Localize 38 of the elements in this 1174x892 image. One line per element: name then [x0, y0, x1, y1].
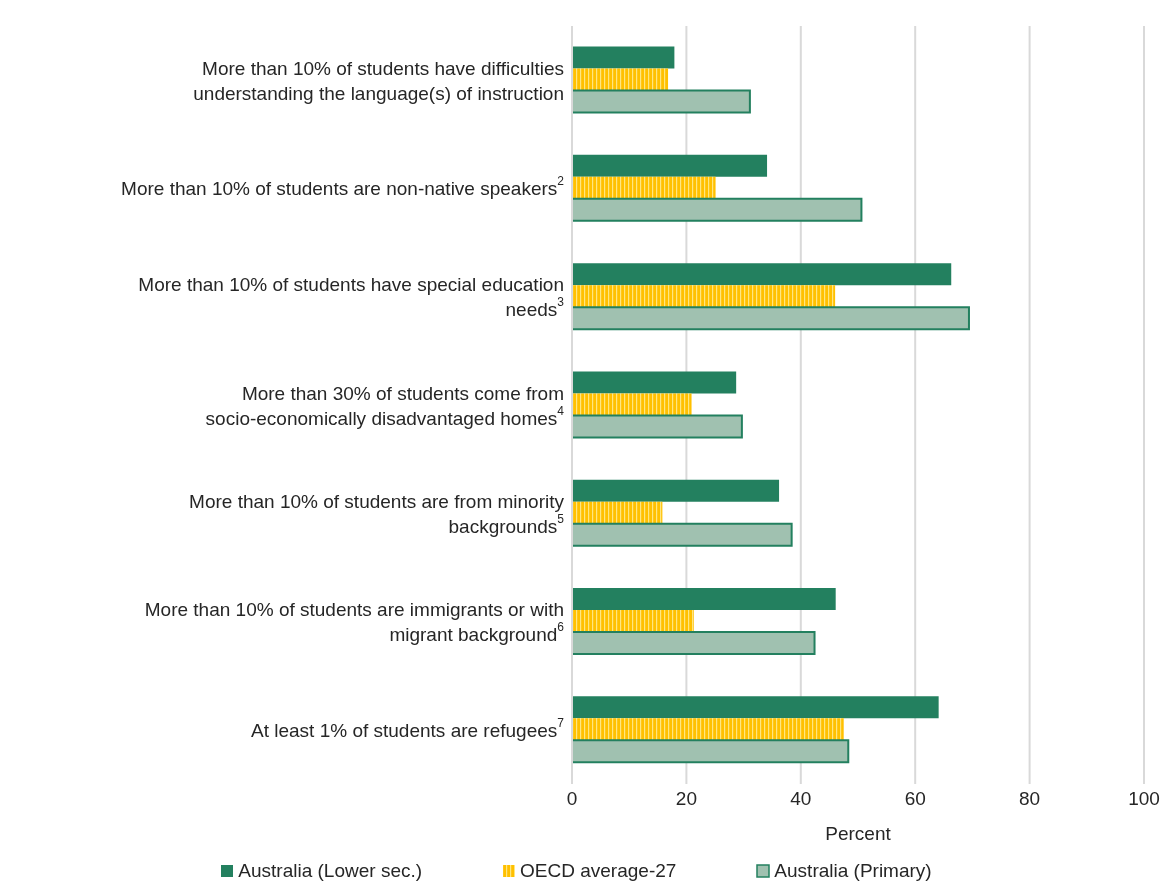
- y-tick-label: At least 1% of students are refugees$^{7}$: [251, 715, 565, 741]
- bar: [572, 46, 675, 69]
- y-tick-label: More than 10% of students have special education needs$^{3}$: [138, 273, 565, 320]
- x-tick-label: 80: [1019, 788, 1041, 810]
- bar: [572, 154, 768, 177]
- legend-label: Australia (Primary): [774, 860, 932, 882]
- bar: [572, 306, 970, 331]
- x-axis-title: Percent: [825, 823, 892, 844]
- y-tick-label: More than 10% of students are from minority backgrounds$^{5}$: [189, 490, 565, 537]
- bar: [572, 610, 694, 632]
- x-tick-label: 60: [904, 788, 926, 810]
- x-tick-label: 20: [675, 788, 697, 810]
- x-tick-label: 100: [1128, 788, 1160, 810]
- y-tick-label: More than 10% of students have difficulties understanding the language(s) of instruction: [193, 57, 564, 104]
- bar: [572, 176, 716, 199]
- bar: [572, 285, 836, 308]
- bar: [572, 739, 850, 764]
- bar: [572, 501, 663, 524]
- y-tick-label: More than 10% of students are immigrants or with migrant background$^{6}$: [144, 598, 565, 645]
- bar: [572, 393, 692, 416]
- bar: [572, 479, 780, 502]
- bar: [572, 371, 737, 394]
- bar: [572, 522, 793, 547]
- legend-label: OECD average-27: [520, 860, 677, 882]
- bar: [572, 414, 743, 439]
- y-tick-label: More than 30% of students come from socio-economically disadvantaged homes$^{4}$: [205, 382, 565, 428]
- x-tick-label: 40: [790, 788, 812, 810]
- bar: [572, 696, 939, 719]
- y-tick-label: More than 10% of students are non-native speakers$^{2}$: [121, 174, 565, 199]
- bar: [572, 89, 751, 114]
- bar: [572, 718, 844, 741]
- bar: [572, 68, 669, 91]
- legend-label: Australia (Lower sec.): [238, 860, 423, 882]
- x-tick-label: 0: [566, 788, 578, 810]
- bar: [572, 197, 863, 222]
- bar: [572, 263, 952, 286]
- bar: [572, 631, 816, 655]
- bar: [572, 588, 836, 610]
